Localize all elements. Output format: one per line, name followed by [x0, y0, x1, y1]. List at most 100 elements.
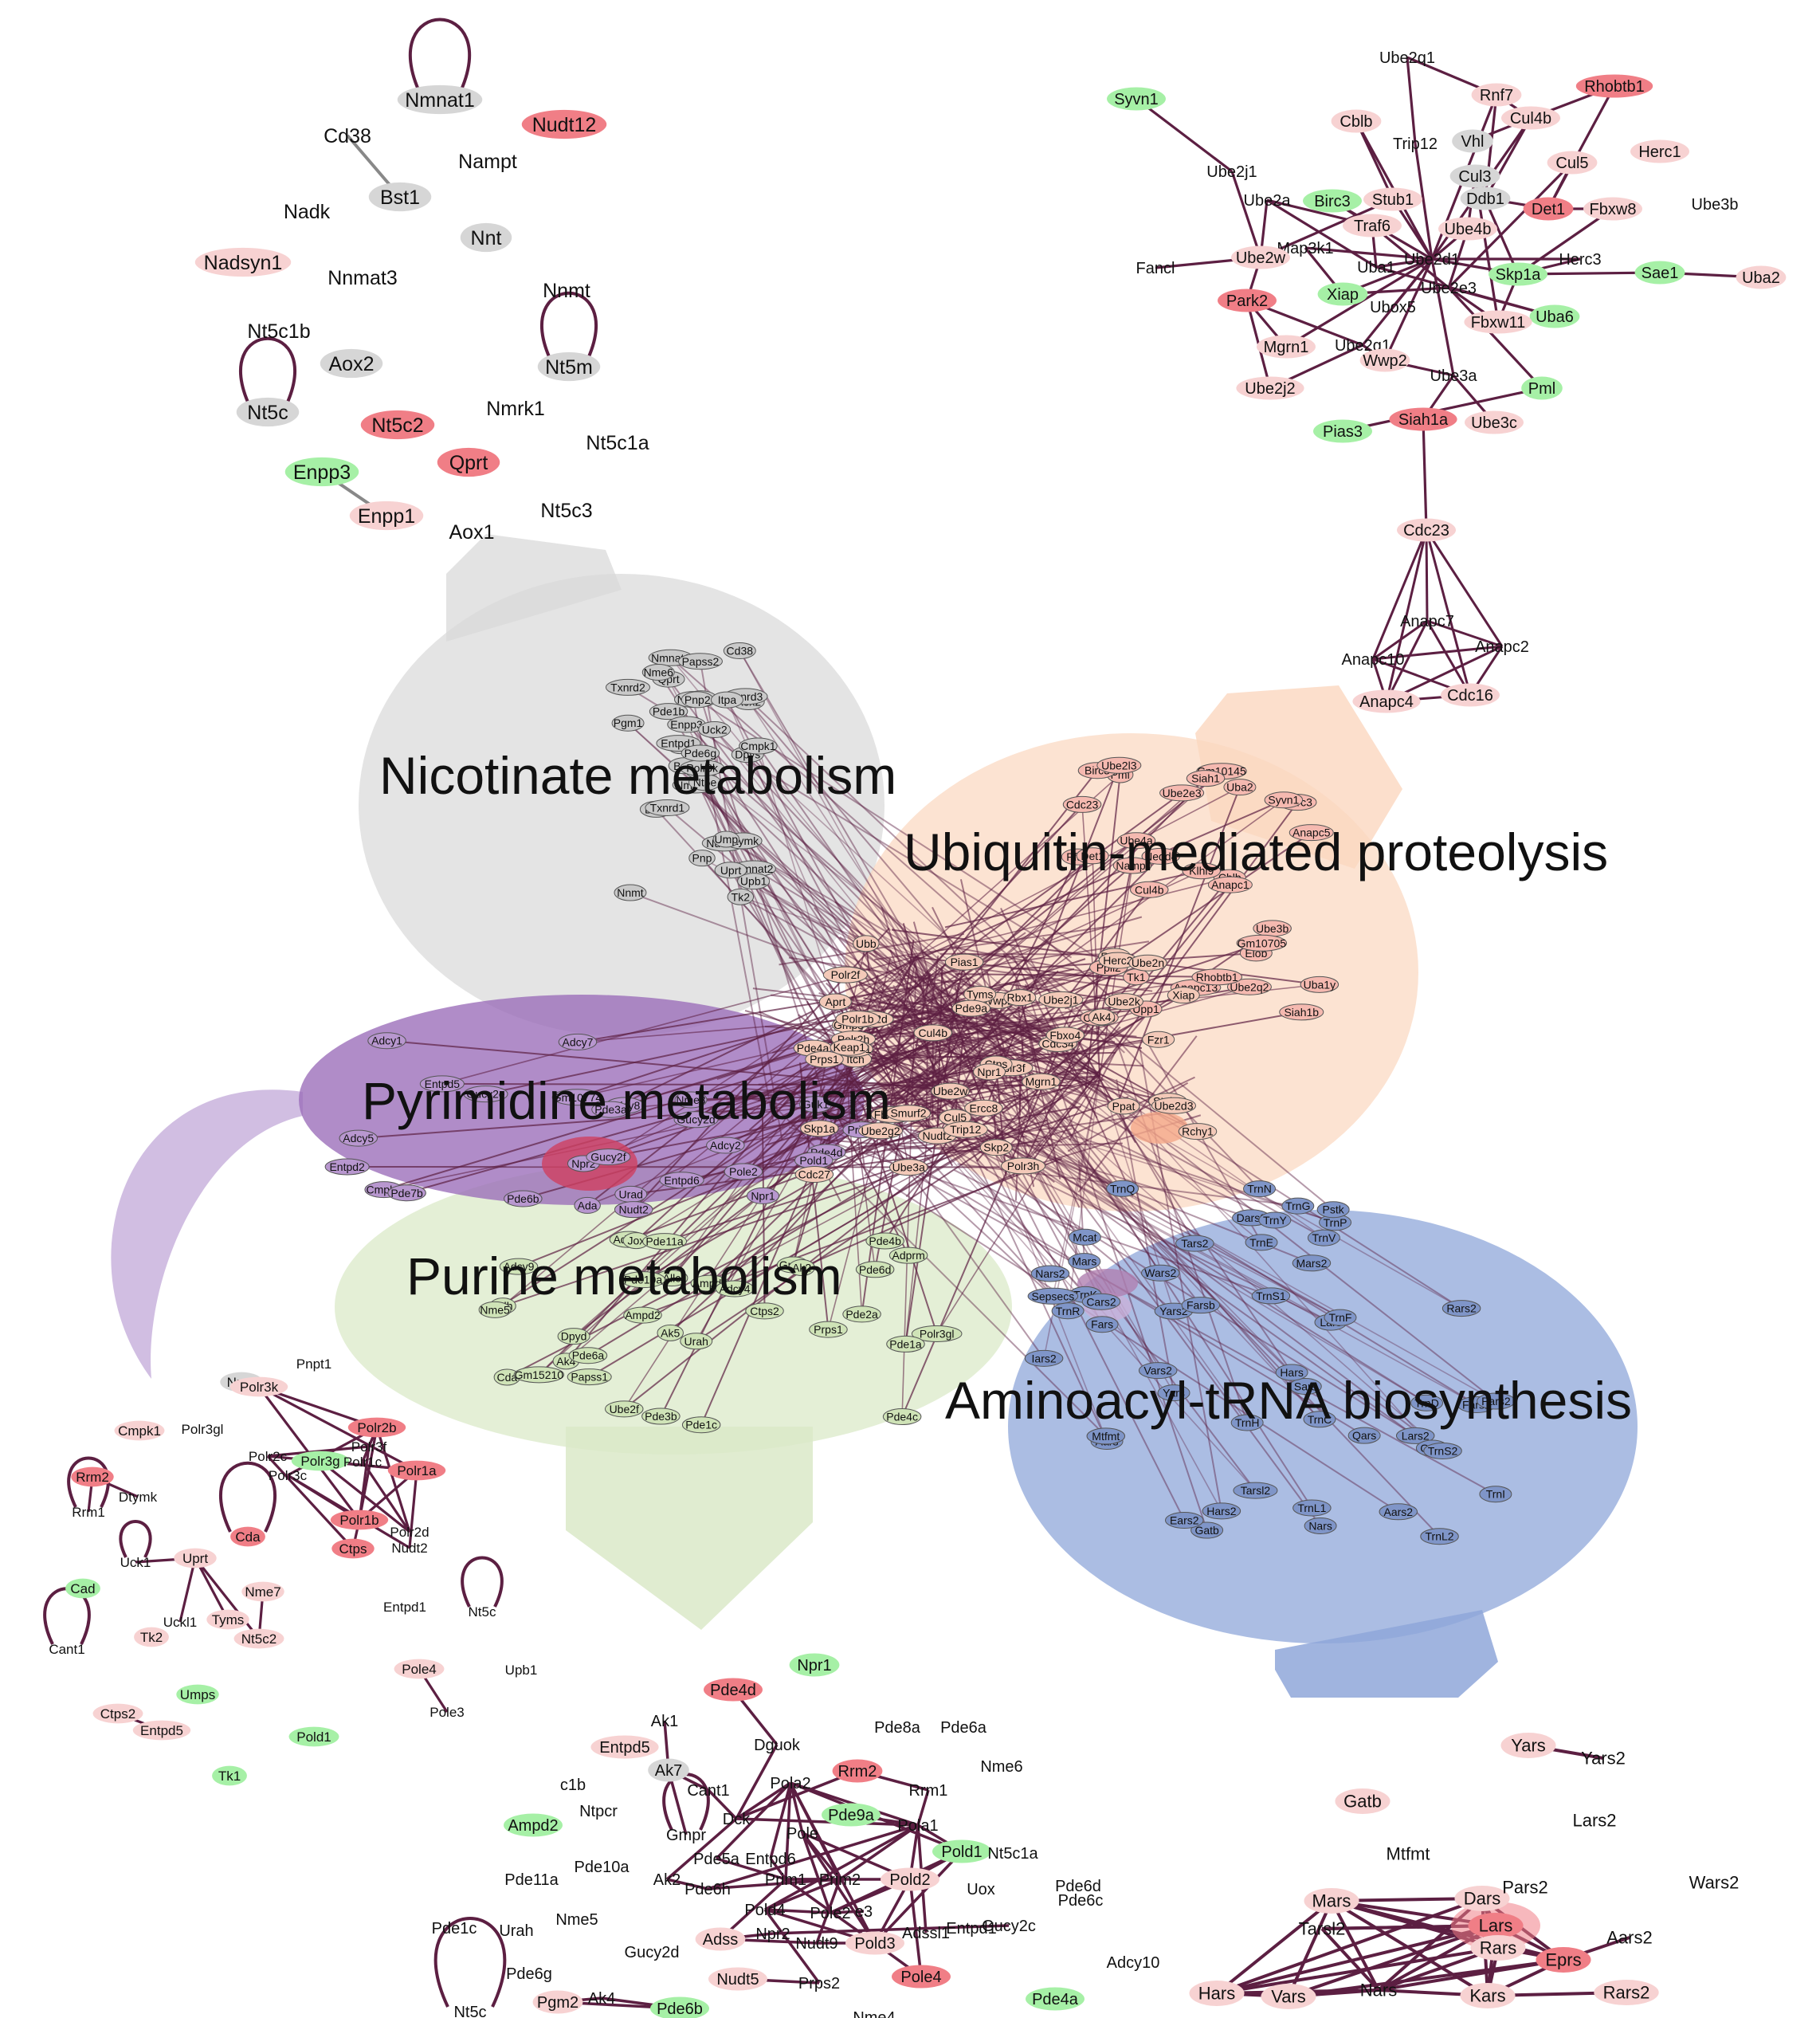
- merged-node-ada[interactable]: Ada: [574, 1196, 601, 1214]
- merged-node-iars2[interactable]: Iars2: [1024, 1349, 1064, 1367]
- node-pde9a[interactable]: Pde9a: [822, 1803, 881, 1827]
- node-prps2[interactable]: Prps2: [798, 1975, 840, 1992]
- node-pde4a[interactable]: Pde4a: [1026, 1987, 1085, 2011]
- merged-node-ube2w[interactable]: Ube2w: [931, 1082, 970, 1100]
- node-polr1c[interactable]: Polr1c: [343, 1455, 382, 1470]
- node-yars2[interactable]: Yars2: [1581, 1749, 1626, 1769]
- node-wars2[interactable]: Wars2: [1689, 1873, 1740, 1893]
- node-rnf7[interactable]: Rnf7: [1471, 83, 1522, 107]
- node-npr2[interactable]: Npr2: [755, 1926, 790, 1943]
- node-nnmt[interactable]: Nnmt: [543, 280, 590, 302]
- merged-node-pole2[interactable]: Pole2: [724, 1163, 763, 1180]
- node-adssl1[interactable]: Adssl1: [902, 1925, 950, 1942]
- node-uck1[interactable]: Uck1: [120, 1555, 151, 1570]
- node-nt5c1b[interactable]: Nt5c1b: [247, 320, 310, 343]
- node-urah[interactable]: Urah: [499, 1922, 533, 1940]
- merged-node-ears2[interactable]: Ears2: [1165, 1512, 1204, 1529]
- merged-node-trni[interactable]: TrnI: [1479, 1486, 1512, 1503]
- node-park2[interactable]: Park2: [1218, 289, 1277, 312]
- merged-node-siah1[interactable]: Siah1: [1186, 770, 1226, 787]
- node-nt5c[interactable]: Nt5c: [453, 2004, 486, 2018]
- node-nnt[interactable]: Nnt: [460, 222, 512, 253]
- merged-node-ampd2[interactable]: Ampd2: [623, 1306, 662, 1324]
- node-rrm2[interactable]: Rrm2: [71, 1466, 114, 1487]
- node-pola2[interactable]: Pola2: [770, 1775, 810, 1792]
- merged-node-trnf[interactable]: TrnF: [1324, 1309, 1357, 1326]
- merged-node-nme5[interactable]: Nme5: [478, 1301, 512, 1318]
- merged-node-mars[interactable]: Mars: [1068, 1253, 1101, 1270]
- merged-node-skp2[interactable]: Skp2: [979, 1139, 1013, 1156]
- node-entpd1[interactable]: Entpd1: [946, 1920, 996, 1938]
- merged-node-pde3b[interactable]: Pde3b: [641, 1407, 681, 1425]
- merged-node-pde2a[interactable]: Pde2a: [842, 1305, 881, 1323]
- merged-node-pnp2[interactable]: Pnp2: [681, 691, 714, 709]
- node-trip12[interactable]: Trip12: [1393, 135, 1438, 153]
- merged-node-ube2q2[interactable]: Ube2q2: [1226, 978, 1272, 995]
- merged-node-pde7b[interactable]: Pde7b: [387, 1184, 426, 1202]
- node-anapc10[interactable]: Anapc10: [1342, 651, 1405, 669]
- node-entpd5[interactable]: Entpd5: [590, 1735, 659, 1759]
- merged-node-pde1a[interactable]: Pde1a: [886, 1335, 925, 1353]
- node-ube3c[interactable]: Ube3c: [1465, 410, 1524, 434]
- node-uckl1[interactable]: Uckl1: [163, 1615, 198, 1630]
- merged-node-fars[interactable]: Fars: [1085, 1316, 1119, 1333]
- merged-node-trns2[interactable]: TrnS2: [1423, 1442, 1462, 1459]
- merged-node-nars2[interactable]: Nars2: [1030, 1265, 1070, 1282]
- node-xiap[interactable]: Xiap: [1317, 282, 1368, 306]
- node-anapc2[interactable]: Anapc2: [1475, 638, 1529, 656]
- merged-node-det1[interactable]: Det1: [1076, 847, 1109, 865]
- node-lars[interactable]: Lars: [1468, 1913, 1524, 1938]
- node-uprt[interactable]: Uprt: [174, 1548, 217, 1568]
- merged-node-txnrd1[interactable]: Txnrd1: [645, 799, 690, 816]
- node-pole3[interactable]: Pole3: [430, 1705, 464, 1720]
- merged-node-ercc8[interactable]: Ercc8: [964, 1099, 1003, 1117]
- node-pold1[interactable]: Pold1: [932, 1839, 991, 1863]
- merged-node-rchy1[interactable]: Rchy1: [1178, 1123, 1218, 1141]
- node-pde6a[interactable]: Pde6a: [940, 1719, 987, 1737]
- merged-node-cda[interactable]: Cda: [493, 1368, 521, 1386]
- merged-node-trne[interactable]: TrnE: [1245, 1234, 1278, 1251]
- node-map3k1[interactable]: Map3k1: [1277, 240, 1333, 257]
- node-gatb[interactable]: Gatb: [1335, 1788, 1390, 1814]
- merged-node-uprt[interactable]: Uprt: [714, 862, 747, 879]
- merged-node-ube4a[interactable]: Ube4a: [1116, 832, 1156, 850]
- merged-node-pstk[interactable]: Pstk: [1316, 1201, 1350, 1219]
- merged-node-pde4c[interactable]: Pde4c: [882, 1408, 922, 1426]
- node-entpd5[interactable]: Entpd5: [132, 1720, 191, 1741]
- node-tk2[interactable]: Tk2: [134, 1627, 169, 1647]
- merged-node-trnh[interactable]: TrnH: [1230, 1414, 1264, 1431]
- merged-node-ubb[interactable]: Ubb: [853, 935, 880, 952]
- merged-node-trnn[interactable]: TrnN: [1243, 1180, 1277, 1198]
- node-polr3c[interactable]: Polr3c: [269, 1468, 308, 1483]
- node-cda[interactable]: Cda: [230, 1526, 265, 1547]
- node-nme7[interactable]: Nme7: [241, 1581, 284, 1602]
- node-fbxw8[interactable]: Fbxw8: [1583, 197, 1642, 221]
- merged-node-ctps2[interactable]: Ctps2: [745, 1302, 784, 1320]
- merged-node-trnq[interactable]: TrnQ: [1106, 1180, 1139, 1197]
- node-ube2w[interactable]: Ube2w: [1231, 245, 1290, 269]
- node-uba2[interactable]: Uba2: [1736, 265, 1787, 289]
- node-polr3f[interactable]: Polr3f: [351, 1439, 387, 1455]
- node-nudt9[interactable]: Nudt9: [795, 1935, 837, 1953]
- node-uox[interactable]: Uox: [967, 1881, 995, 1898]
- node-rrm1[interactable]: Rrm1: [909, 1782, 948, 1800]
- node-dars[interactable]: Dars: [1454, 1886, 1510, 1911]
- node-mars[interactable]: Mars: [1304, 1888, 1359, 1914]
- node-nt5c3[interactable]: Nt5c3: [540, 500, 592, 522]
- node-gucy2d[interactable]: Gucy2d: [625, 1944, 680, 1961]
- merged-node-itpa[interactable]: Itpa: [710, 691, 743, 709]
- node-pold2[interactable]: Pold2: [881, 1867, 939, 1891]
- node-nme4[interactable]: Nme4: [853, 2009, 895, 2018]
- node-anapc4[interactable]: Anapc4: [1352, 689, 1421, 713]
- node-hars[interactable]: Hars: [1189, 1981, 1245, 2006]
- merged-node-ube3a[interactable]: Ube3a: [888, 1159, 928, 1176]
- merged-node-gm15210[interactable]: Gm15210: [513, 1366, 565, 1384]
- merged-node-anapc1[interactable]: Anapc1: [1207, 876, 1253, 893]
- node-pnpt1[interactable]: Pnpt1: [296, 1356, 331, 1372]
- node-polr3gl[interactable]: Polr3gl: [182, 1422, 224, 1437]
- merged-node-gucy2d[interactable]: Gucy2d: [673, 1111, 719, 1129]
- merged-node-cdc23[interactable]: Cdc23: [1062, 795, 1102, 813]
- merged-node-rbx1[interactable]: Rbx1: [1003, 989, 1037, 1007]
- node-pde6c[interactable]: Pde6c: [1058, 1892, 1104, 1910]
- merged-node-gucy2e[interactable]: Gucy2e: [463, 1086, 508, 1103]
